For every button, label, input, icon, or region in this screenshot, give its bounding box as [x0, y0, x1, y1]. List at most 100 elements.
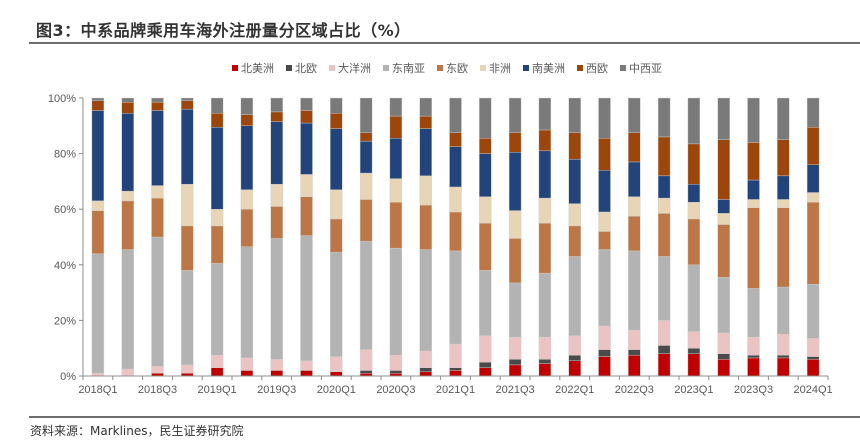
bar-segment [657, 136, 671, 177]
x-tick-label: 2020Q1 [317, 384, 356, 396]
bar-segment [628, 354, 641, 377]
bar-segment [359, 199, 373, 242]
legend-swatch [577, 65, 583, 71]
bar-segment [806, 356, 820, 360]
bar-segment [717, 359, 730, 377]
bar-segment [121, 249, 134, 370]
bar-segment [419, 128, 432, 177]
bar-segment [508, 364, 522, 377]
legend-label: 东南亚 [392, 62, 425, 75]
bar-segment [687, 143, 701, 185]
bar-segment [419, 350, 432, 368]
bar-segment [389, 138, 403, 179]
bar-segment [91, 110, 105, 202]
bar-segment [568, 360, 581, 377]
bar-segment [91, 97, 105, 101]
bar-segment [181, 100, 194, 110]
bar-segment [210, 97, 224, 114]
bar-segment [419, 371, 432, 377]
bar-segment [628, 132, 641, 163]
bar-segment [657, 320, 671, 346]
bar-segment [568, 203, 581, 227]
bar-segment [568, 335, 581, 356]
bar-segment [210, 208, 224, 227]
bar-segment [657, 97, 671, 138]
y-tick-label: 20% [54, 315, 76, 327]
bar-segment [240, 357, 254, 371]
bar-segment [479, 361, 492, 368]
bar-segment [330, 218, 343, 253]
bar-segment [300, 235, 313, 361]
bar-segment [538, 97, 552, 131]
bar-segment [240, 97, 254, 115]
bar-segment [389, 202, 403, 249]
bar-segment [359, 349, 373, 371]
bar-segment [628, 329, 641, 350]
bar-segment [389, 354, 403, 371]
legend-label: 中西亚 [629, 62, 662, 75]
legend-swatch [232, 65, 238, 71]
bar-segment [270, 206, 283, 239]
legend-label: 西欧 [586, 62, 608, 75]
bar-segment [210, 367, 224, 377]
x-tick-label: 2018Q3 [138, 384, 177, 396]
bar-segment [330, 356, 343, 373]
bar-segment [151, 101, 164, 111]
bar-segment [777, 199, 790, 209]
bar-segment [657, 256, 671, 321]
bar-segment [777, 175, 790, 200]
bar-segment [151, 110, 164, 186]
bar-segment [151, 97, 164, 103]
bar-segment [806, 202, 820, 285]
bar-segment [777, 207, 790, 288]
bar-segment [747, 354, 760, 359]
x-tick-label: 2019Q3 [257, 384, 296, 396]
legend-label: 大洋洲 [338, 62, 371, 75]
bar-segment [687, 202, 701, 220]
x-tick-label: 2022Q3 [615, 384, 654, 396]
bar-segment [538, 129, 552, 152]
bar-segment [359, 140, 373, 174]
bar-segment [747, 336, 760, 356]
legend-item: 东欧 [437, 60, 468, 76]
bar-segment [687, 331, 701, 349]
bar-segment [300, 122, 313, 175]
bar-segment [181, 183, 194, 227]
bar-segment [449, 132, 462, 147]
bar-segment [508, 97, 522, 133]
bar-segment [479, 367, 492, 377]
legend-swatch [286, 65, 292, 71]
bar-segment [508, 282, 522, 338]
bar-segment [687, 353, 701, 377]
x-tick-label: 2021Q3 [496, 384, 535, 396]
legend-item: 中西亚 [620, 60, 662, 76]
bar-segment [270, 97, 283, 113]
bar-segment [479, 138, 492, 154]
bar-segment [806, 126, 820, 165]
bar-segment [270, 370, 283, 377]
bar-segment [628, 215, 641, 252]
bar-segment [717, 224, 730, 278]
bar-segment [300, 370, 313, 377]
title-divider [29, 42, 860, 44]
legend-item: 大洋洲 [329, 60, 371, 76]
bar-segment [747, 179, 760, 200]
bar-segment [151, 185, 164, 199]
legend-label: 北美洲 [241, 62, 274, 75]
legend-item: 东南亚 [383, 60, 425, 76]
bar-segment [598, 138, 611, 171]
bar-segment [210, 126, 224, 210]
bar-segment [181, 225, 194, 271]
bar-segment [330, 128, 343, 190]
y-tick-label: 80% [54, 149, 76, 161]
bar-segment [747, 207, 760, 289]
bar-segment [300, 360, 313, 371]
bar-segment [538, 197, 552, 224]
bar-segment [270, 111, 283, 122]
bar-segment [449, 146, 462, 188]
bar-segment [151, 236, 164, 367]
legend-item: 南美洲 [523, 60, 565, 76]
bar-segment [479, 270, 492, 336]
y-tick-label: 40% [54, 260, 76, 272]
bar-segment [777, 97, 790, 140]
